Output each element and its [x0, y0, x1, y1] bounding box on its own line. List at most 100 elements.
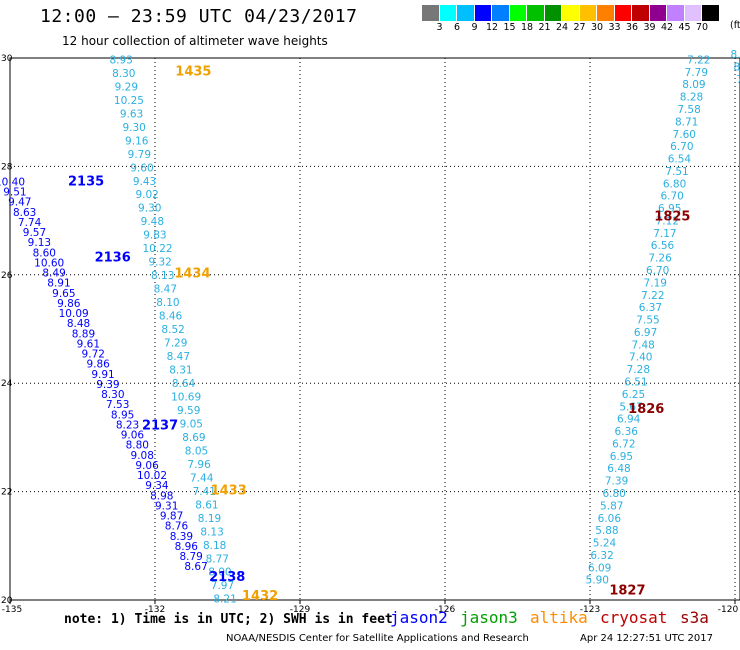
wave-height-value: 8.69 [182, 432, 205, 444]
wave-height-value: 6.51 [624, 377, 647, 389]
legend-cryosat: cryosat [600, 608, 668, 627]
wave-height-value: 8.79 [179, 551, 202, 563]
longitude-tick-label: -135 [2, 605, 22, 615]
wave-height-value: 7.22 [641, 290, 664, 302]
wave-height-value: 10.22 [143, 243, 173, 255]
wave-height-value: 9.61 [77, 338, 100, 350]
wave-height-value: 6.32 [590, 550, 613, 562]
wave-height-value: 9.60 [130, 162, 153, 174]
wave-height-value: 7.17 [653, 228, 676, 240]
wave-height-value: 6.95 [658, 203, 681, 215]
color-swatch [667, 5, 685, 21]
wave-height-value: 7.79 [685, 67, 708, 79]
wave-height-value: 8.48 [67, 318, 90, 330]
map-subtitle: 12 hour collection of altimeter wave hei… [62, 34, 328, 48]
wave-height-value: 8.31 [169, 365, 192, 377]
legend-jason2: jason2 [390, 608, 448, 627]
wave-height-value: 9.30 [138, 203, 161, 215]
footer-credit: NOAA/NESDIS Center for Satellite Applica… [226, 633, 529, 644]
color-scale-label: 24 [555, 22, 569, 33]
color-scale-unit: (ft) [730, 20, 740, 31]
color-swatch [597, 5, 615, 21]
wave-height-value: 9.43 [133, 176, 156, 188]
wave-height-value: 6.70 [670, 141, 693, 153]
wave-height-value: 7.96 [187, 459, 211, 471]
wave-height-value: 7.12 [656, 215, 679, 227]
wave-height-value: 7.40 [629, 352, 652, 364]
color-scale-label: 45 [678, 22, 691, 33]
map-frame [9, 57, 740, 601]
wave-height-value: 8.39 [170, 531, 193, 543]
color-swatch [422, 5, 440, 21]
wave-height-value: 8.64 [172, 378, 196, 390]
wave-height-value: 8.23 [116, 419, 139, 431]
wave-height-value: 9.65 [52, 288, 75, 300]
wave-height-value: 9.87 [160, 511, 183, 523]
color-scale-label: 18 [520, 22, 534, 33]
wave-height-value: 9.86 [57, 298, 81, 310]
color-scale-label: 9 [471, 22, 478, 33]
wave-height-value: 9.05 [180, 418, 203, 430]
wave-height-value: 5.90 [586, 575, 609, 587]
pass-time-label: 2135 [68, 174, 104, 189]
wave-height-value: 9.48 [141, 216, 164, 228]
wave-height-value: 9.86 [86, 359, 110, 371]
color-scale-label: 70 [695, 22, 709, 33]
wave-height-value: 7.97 [211, 580, 234, 592]
color-scale-label: 39 [643, 22, 656, 33]
wave-height-value: 6.72 [612, 438, 635, 450]
wave-height-value: 10.25 [114, 95, 144, 107]
wave-height-value: 7.51 [665, 166, 688, 178]
wave-height-value: 5.87 [600, 500, 623, 512]
map-axis-ticks: -135 -132 -129 -126 -123 -120 30 28 26 24 22 20 [1, 54, 738, 615]
wave-height-value: 9.47 [8, 197, 31, 209]
pass-time-label: 1827 [609, 584, 645, 599]
wave-height-value: 6.95 [610, 451, 633, 463]
map-grid [10, 58, 740, 600]
wave-height-value: 9.16 [125, 135, 149, 147]
wave-height-value: 8.77 [206, 553, 229, 565]
wave-height-value: 7.74 [18, 217, 42, 229]
wave-height-value: 8.09 [682, 79, 705, 91]
color-scale-label: 42 [660, 22, 674, 33]
wave-height-value: 8.21 [213, 594, 236, 606]
wave-height-value: 8.13 [151, 270, 174, 282]
wave-height-value: 7.29 [164, 338, 187, 350]
wave-height-value: 10.60 [34, 257, 64, 269]
wave-height-value: 8.00 [208, 567, 231, 579]
wave-height-value: 6.36 [615, 426, 639, 438]
wave-height-value: 8.98 [150, 490, 173, 502]
wave-height-value: 8.46 [159, 311, 183, 323]
pass-time-label: 1435 [175, 64, 211, 79]
pass-time-labels: 1435 2135 2136 1434 2137 1433 2138 1432 1825 1826… [68, 64, 690, 604]
wave-height-value: 8.54 [731, 49, 740, 61]
wave-height-value: 6.56 [651, 240, 675, 252]
wave-height-value: 8.19 [198, 513, 221, 525]
wave-height-value: 6.70 [646, 265, 669, 277]
longitude-tick-label: -132 [145, 605, 165, 615]
longitude-tick-label: -123 [580, 605, 600, 615]
latitude-tick-label: 26 [1, 271, 13, 281]
legend-jason3: jason3 [460, 608, 518, 627]
wave-height-value: 8.52 [161, 324, 184, 336]
wave-height-value: 9.79 [128, 149, 151, 161]
wave-height-value: 8.05 [185, 445, 208, 457]
color-swatch [702, 5, 720, 21]
wave-height-value: 10.02 [137, 470, 167, 482]
wave-height-value: 8.80 [126, 440, 149, 452]
color-swatch [562, 5, 580, 21]
wave-height-value: 8.60 [33, 247, 56, 259]
wave-height-value: 6.70 [660, 191, 683, 203]
wave-height-value: 7.55 [636, 315, 659, 327]
wave-height-value: 9.06 [121, 430, 145, 442]
wave-height-value: 8.28 [680, 92, 703, 104]
color-swatch [544, 5, 562, 21]
wave-height-value: 7.53 [106, 399, 129, 411]
color-scale-label: 15 [503, 22, 516, 33]
color-scale-label: 3 [436, 22, 443, 33]
latitude-tick-label: 22 [1, 488, 12, 498]
color-scale-label: 33 [608, 22, 621, 33]
wave-height-value: 9.06 [135, 460, 159, 472]
color-swatch [579, 5, 597, 21]
